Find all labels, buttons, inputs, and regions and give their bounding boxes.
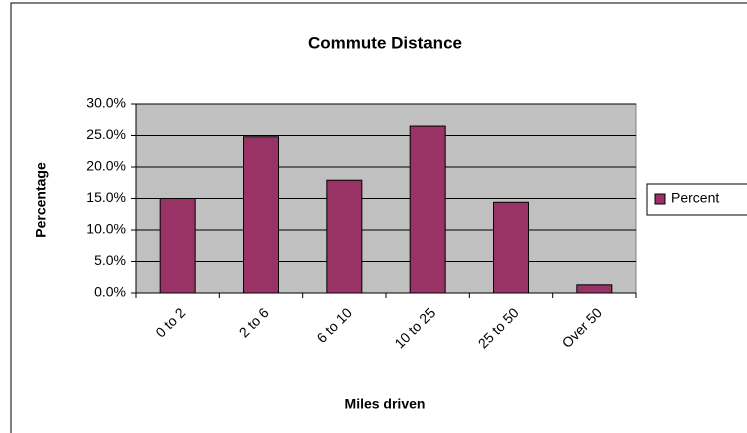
y-tick-label: 0.0% [94,284,126,300]
y-tick-label: 15.0% [86,189,126,205]
bar [326,179,363,294]
y-tick-label: 5.0% [94,252,126,268]
bar [576,284,613,294]
bar [409,125,446,294]
y-axis-title: Percentage [33,162,49,238]
y-tick-label: 25.0% [86,126,126,142]
y-tick-label: 30.0% [86,95,126,111]
y-tick-label: 10.0% [86,221,126,237]
chart-title: Commute Distance [308,33,462,52]
bar [493,201,529,294]
y-tick-label: 20.0% [86,158,126,174]
legend-label: Percent [671,190,719,206]
bar [243,136,279,294]
x-axis-title: Miles driven [345,396,426,412]
bar [159,198,196,294]
legend-swatch [654,193,666,205]
